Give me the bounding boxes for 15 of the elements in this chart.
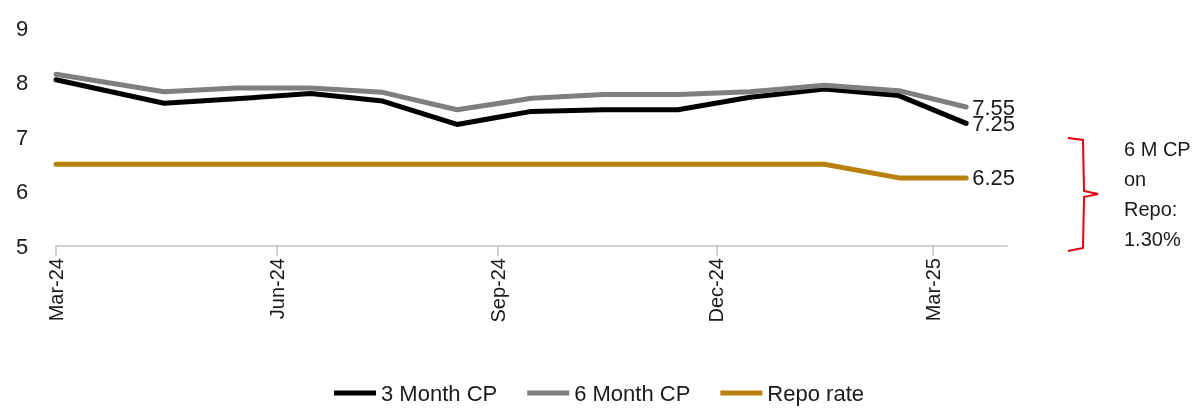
x-tick-label: Mar-25: [921, 258, 944, 322]
legend-label: 3 Month CP: [381, 380, 498, 406]
y-tick-label: 9: [16, 15, 29, 41]
y-tick-label: 8: [16, 70, 29, 95]
x-tick-label: Mar-24: [45, 258, 67, 322]
x-tick-label: Sep-24: [486, 258, 509, 323]
y-tick-label: 5: [16, 233, 29, 259]
legend-label: 6 Month CP: [574, 380, 691, 406]
y-tick-label: 7: [16, 124, 29, 150]
y-tick-label: 6: [16, 179, 29, 204]
x-tick-label: Dec-24: [705, 258, 728, 323]
x-tick-label: Jun-24: [265, 258, 288, 320]
data-label: 6.25: [972, 165, 1015, 191]
legend-label: Repo rate: [767, 380, 864, 406]
text: 6 M CP on Repo: 1.30%: [1124, 138, 1196, 250]
